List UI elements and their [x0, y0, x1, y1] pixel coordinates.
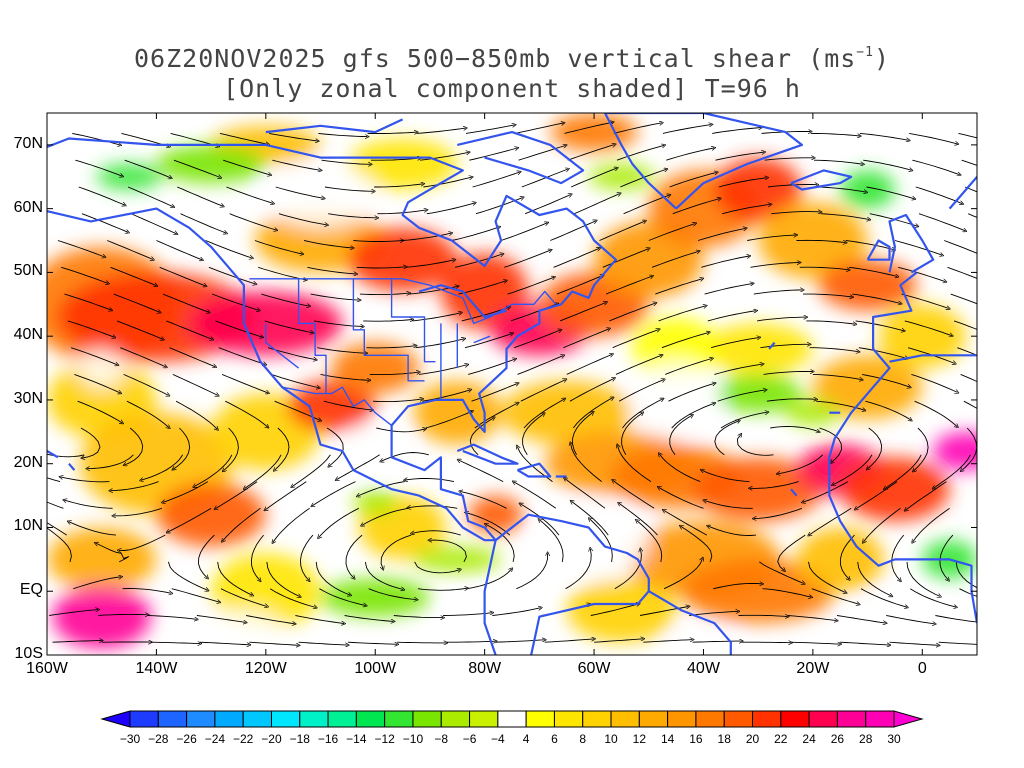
shear-shading — [47, 113, 977, 655]
colorbar-label: −30 — [119, 732, 141, 746]
lon-label: 0 — [917, 660, 927, 677]
colorbar-swatch — [553, 710, 584, 728]
colorbar-low-arrow — [100, 710, 131, 728]
colorbar-label: −20 — [261, 732, 282, 746]
lat-label: 40N — [13, 326, 43, 344]
colorbar-swatch — [242, 710, 272, 728]
colorbar-label: 4 — [522, 732, 530, 746]
colorbar-label: 6 — [551, 732, 558, 746]
colorbar-swatch — [214, 710, 244, 728]
lat-label: 20N — [13, 453, 43, 471]
colorbar-swatch — [865, 710, 895, 728]
colorbar-swatch — [780, 710, 810, 728]
colorbar-label: −26 — [176, 732, 197, 746]
colorbar-swatch — [752, 710, 782, 728]
colorbar-swatch — [157, 710, 188, 728]
colorbar-label: 18 — [717, 732, 731, 746]
colorbar-label: 8 — [579, 732, 587, 746]
colorbar-label: 16 — [689, 732, 703, 746]
colorbar-label: 26 — [830, 732, 845, 746]
colorbar-label: −16 — [317, 732, 339, 746]
lon-label: 60W — [577, 660, 611, 677]
colorbar-label: 14 — [660, 732, 675, 746]
map-title-line2: [Only zonal component shaded] T=96 h — [223, 74, 801, 103]
colorbar-label: −6 — [462, 732, 477, 746]
colorbar-label: 20 — [745, 732, 760, 746]
lon-label: 160W — [26, 660, 68, 677]
colorbar-swatch — [497, 710, 527, 728]
lat-label: 30N — [13, 389, 43, 407]
lon-label: 40W — [687, 660, 720, 677]
colorbar-swatch — [355, 710, 386, 728]
colorbar-label: 30 — [887, 732, 901, 746]
colorbar-label: −12 — [374, 732, 395, 746]
lon-label: 80W — [468, 660, 502, 677]
colorbar-label: −10 — [402, 732, 424, 746]
colorbar-swatch — [270, 710, 301, 728]
lon-label: 20W — [796, 660, 830, 677]
colorbar-swatch — [440, 710, 471, 728]
lon-label: 120W — [244, 660, 287, 677]
colorbar-high-arrow — [893, 710, 924, 728]
colorbar-swatch — [469, 710, 499, 728]
colorbar-label: −4 — [491, 732, 505, 746]
colorbar-swatch — [129, 710, 159, 728]
colorbar-swatch — [808, 710, 838, 728]
colorbar-swatch — [695, 710, 725, 728]
map-frame — [46, 112, 978, 656]
colorbar-swatch — [299, 710, 329, 728]
map-title-line1: 06Z20NOV2025 gfs 500−850mb vertical shea… — [133, 44, 891, 73]
colorbar-label: −8 — [434, 732, 449, 746]
colorbar-label: −28 — [148, 732, 169, 746]
lat-label: 50N — [13, 262, 43, 280]
colorbar-label: −24 — [204, 732, 226, 746]
colorbar-label: 12 — [632, 732, 646, 746]
colorbar-swatch — [582, 710, 612, 728]
colorbar-swatch — [836, 710, 867, 728]
colorbar-swatch — [638, 710, 669, 728]
lat-label: 60N — [13, 198, 43, 216]
colorbar-swatch — [610, 710, 640, 728]
colorbar-label: 28 — [859, 732, 873, 746]
lon-label: 140W — [135, 660, 178, 677]
lat-label: EQ — [19, 581, 43, 599]
colorbar-swatch — [667, 710, 697, 728]
colorbar-label: 22 — [774, 732, 788, 746]
lat-label: 10N — [13, 517, 43, 535]
colorbar-swatch — [412, 710, 442, 728]
colorbar-label: 24 — [802, 732, 816, 746]
colorbar-label: −22 — [232, 732, 254, 746]
colorbar-swatch — [723, 710, 754, 728]
colorbar-swatch — [186, 710, 216, 728]
colorbar-swatch — [327, 710, 357, 728]
lat-label: 10S — [14, 645, 43, 662]
colorbar-swatch — [384, 710, 414, 728]
colorbar-swatch — [525, 710, 555, 728]
colorbar-label: −14 — [346, 732, 367, 746]
lat-label: 70N — [13, 134, 43, 152]
colorbar-label: 10 — [604, 732, 618, 746]
lon-label: 100W — [354, 660, 397, 677]
streamlines — [47, 122, 977, 645]
coastlines — [47, 113, 977, 655]
colorbar-label: −18 — [289, 732, 310, 746]
